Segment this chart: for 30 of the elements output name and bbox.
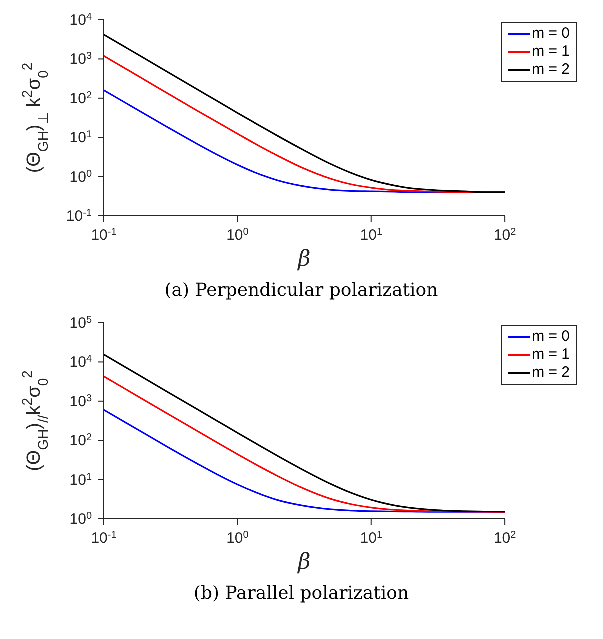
y-tick-label: 10$^{4}$	[70, 354, 92, 372]
y-tick-label: 10$^{0}$	[70, 168, 92, 186]
y-tick-label: 10$^{3}$	[70, 50, 92, 68]
x-tick-label: 10$^{0}$	[226, 530, 250, 547]
legend-label: m = 2	[532, 364, 570, 382]
text: (a) Perpendicular polarization	[164, 280, 440, 301]
y-tick-label: 10$^{1}$	[70, 471, 92, 489]
x-tick-label: 10$^{2}$	[494, 530, 517, 547]
x-tick-label: 10$^{0}$	[226, 226, 250, 244]
legend-label: m = 2	[532, 61, 570, 79]
text: (b) Parallel polarization	[192, 583, 410, 604]
legend-label: m = 1	[532, 43, 570, 61]
x-axis-title: β	[297, 247, 311, 272]
y-tick-label: 10$^{2}$	[70, 432, 92, 450]
x-tick-label: 10$^{1}$	[360, 530, 383, 547]
x-tick-label: 10$^{-1}$	[91, 226, 118, 244]
y-tick-label: 10$^{1}$	[70, 129, 92, 147]
y-tick-label: 10$^{2}$	[70, 90, 92, 108]
legend-label: m = 1	[532, 346, 570, 364]
y-tick-label: 10$^{-1}$	[66, 208, 92, 225]
legend-label: m = 0	[532, 25, 570, 43]
y-tick-label: 10$^{5}$	[70, 314, 92, 332]
x-axis-title: β	[297, 550, 311, 575]
x-tick-label: 10$^{2}$	[494, 226, 517, 244]
x-tick-label: 10$^{-1}$	[91, 530, 118, 547]
y-tick-label: 10$^{0}$	[70, 510, 92, 528]
legend-label: m = 0	[532, 328, 570, 346]
y-tick-label: 10$^{3}$	[70, 392, 92, 410]
x-tick-label: 10$^{1}$	[360, 226, 383, 244]
y-tick-label: 10$^{4}$	[70, 12, 92, 29]
